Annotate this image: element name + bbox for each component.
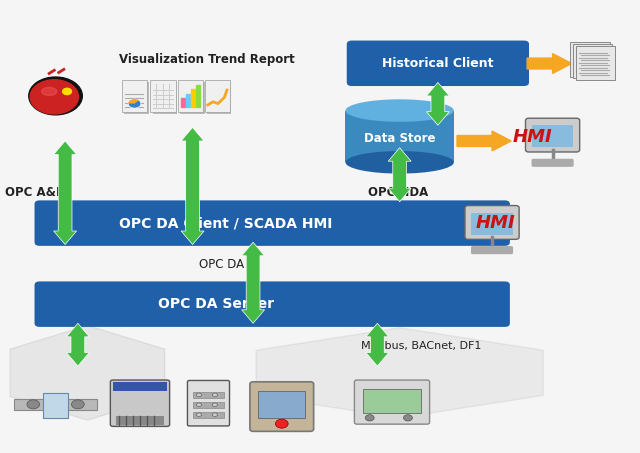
Bar: [193, 411, 225, 418]
Bar: [116, 416, 164, 424]
Bar: [191, 89, 195, 107]
Polygon shape: [426, 82, 449, 125]
Bar: [193, 402, 225, 408]
Polygon shape: [388, 148, 411, 202]
FancyBboxPatch shape: [180, 82, 205, 114]
FancyBboxPatch shape: [150, 80, 176, 112]
Text: OPC DA: OPC DA: [198, 258, 244, 271]
FancyBboxPatch shape: [532, 159, 573, 167]
FancyBboxPatch shape: [570, 43, 610, 77]
FancyBboxPatch shape: [525, 118, 580, 152]
Circle shape: [27, 400, 40, 409]
Bar: [196, 85, 200, 107]
Wedge shape: [128, 99, 139, 104]
Bar: [186, 94, 190, 107]
Text: Historical Client: Historical Client: [382, 57, 493, 70]
FancyBboxPatch shape: [110, 380, 170, 426]
Circle shape: [196, 393, 202, 397]
FancyBboxPatch shape: [575, 46, 615, 80]
FancyBboxPatch shape: [250, 382, 314, 431]
FancyBboxPatch shape: [471, 246, 513, 254]
Ellipse shape: [346, 151, 454, 173]
Circle shape: [29, 77, 83, 115]
Polygon shape: [67, 323, 90, 366]
Bar: [113, 382, 167, 391]
Circle shape: [275, 419, 288, 428]
FancyBboxPatch shape: [35, 200, 510, 246]
Polygon shape: [457, 131, 511, 151]
FancyBboxPatch shape: [124, 82, 148, 114]
Bar: [532, 125, 573, 148]
Text: OPC DA Server: OPC DA Server: [158, 297, 275, 311]
FancyBboxPatch shape: [122, 80, 147, 112]
Bar: [43, 393, 68, 418]
Circle shape: [212, 393, 218, 397]
FancyBboxPatch shape: [205, 80, 230, 112]
FancyBboxPatch shape: [188, 381, 230, 426]
Ellipse shape: [42, 87, 57, 96]
Polygon shape: [256, 328, 543, 418]
FancyBboxPatch shape: [35, 281, 510, 327]
Circle shape: [212, 413, 218, 416]
FancyBboxPatch shape: [465, 206, 519, 239]
Circle shape: [30, 80, 79, 114]
Circle shape: [365, 414, 374, 421]
FancyBboxPatch shape: [207, 82, 232, 114]
Text: OPC A&E: OPC A&E: [4, 186, 63, 199]
Circle shape: [63, 88, 72, 95]
Circle shape: [128, 99, 141, 108]
FancyBboxPatch shape: [347, 41, 529, 86]
Circle shape: [196, 403, 202, 407]
FancyBboxPatch shape: [355, 380, 429, 424]
Polygon shape: [10, 326, 164, 420]
Bar: [364, 389, 420, 413]
Bar: [346, 111, 454, 162]
Circle shape: [72, 400, 84, 409]
Text: Data Store: Data Store: [364, 132, 435, 145]
Text: HMI: HMI: [513, 128, 553, 146]
Polygon shape: [242, 242, 264, 323]
Polygon shape: [181, 127, 204, 245]
Polygon shape: [527, 53, 572, 73]
FancyBboxPatch shape: [573, 44, 612, 78]
Text: OPC DA Client / SCADA HMI: OPC DA Client / SCADA HMI: [119, 216, 332, 230]
Bar: [471, 213, 513, 235]
Text: Modbus, BACnet, DF1: Modbus, BACnet, DF1: [362, 341, 482, 351]
Text: OPC HDA: OPC HDA: [368, 186, 428, 199]
Bar: [14, 399, 97, 410]
Circle shape: [403, 414, 412, 421]
Bar: [181, 98, 185, 107]
Text: Visualization Trend Report: Visualization Trend Report: [119, 53, 295, 67]
Ellipse shape: [346, 99, 454, 122]
Bar: [258, 391, 305, 418]
Polygon shape: [366, 323, 389, 366]
Bar: [193, 392, 225, 398]
FancyBboxPatch shape: [153, 82, 177, 114]
Circle shape: [212, 403, 218, 407]
Text: HMI: HMI: [476, 214, 516, 232]
Polygon shape: [54, 141, 77, 245]
FancyBboxPatch shape: [178, 80, 204, 112]
Circle shape: [196, 413, 202, 416]
